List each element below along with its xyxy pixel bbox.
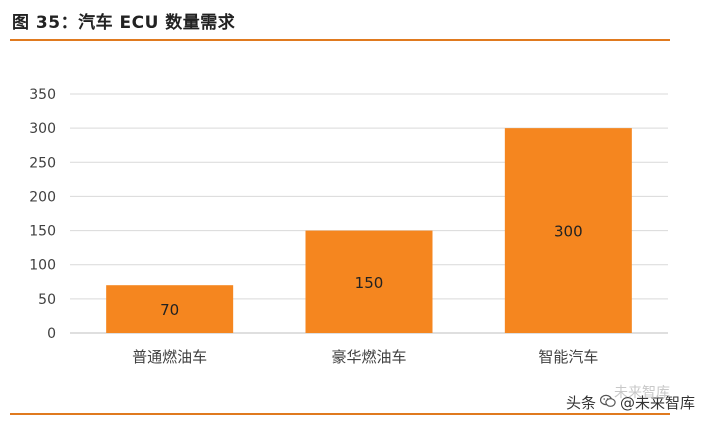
- watermark-prefix: 头条: [566, 394, 597, 412]
- y-tick-label: 300: [29, 121, 56, 137]
- data-label: 300: [554, 223, 583, 241]
- y-tick-label: 150: [29, 224, 56, 240]
- top-divider: [10, 39, 670, 41]
- watermark-faint: 未来智库: [614, 385, 670, 401]
- y-tick-label: 50: [38, 292, 56, 308]
- bar: [106, 285, 234, 333]
- x-tick-label: 智能汽车: [538, 348, 598, 366]
- figure-title: 图 35：汽车 ECU 数量需求: [12, 13, 236, 33]
- data-label: 70: [160, 301, 179, 319]
- wechat-icon: [599, 394, 616, 412]
- watermark-handle: @未来智库: [620, 394, 696, 412]
- bar: [305, 230, 433, 333]
- y-tick-label: 250: [29, 155, 56, 171]
- y-tick-label: 100: [29, 258, 56, 274]
- y-tick-label: 0: [47, 326, 56, 342]
- y-tick-label: 200: [29, 189, 56, 205]
- watermark: 头条 @未来智库: [566, 392, 695, 413]
- x-tick-label: 普通燃油车: [132, 348, 207, 366]
- x-tick-label: 豪华燃油车: [331, 348, 406, 366]
- data-label: 150: [355, 274, 384, 292]
- y-tick-label: 350: [29, 87, 56, 103]
- bar: [504, 128, 632, 333]
- bottom-divider: [10, 413, 670, 415]
